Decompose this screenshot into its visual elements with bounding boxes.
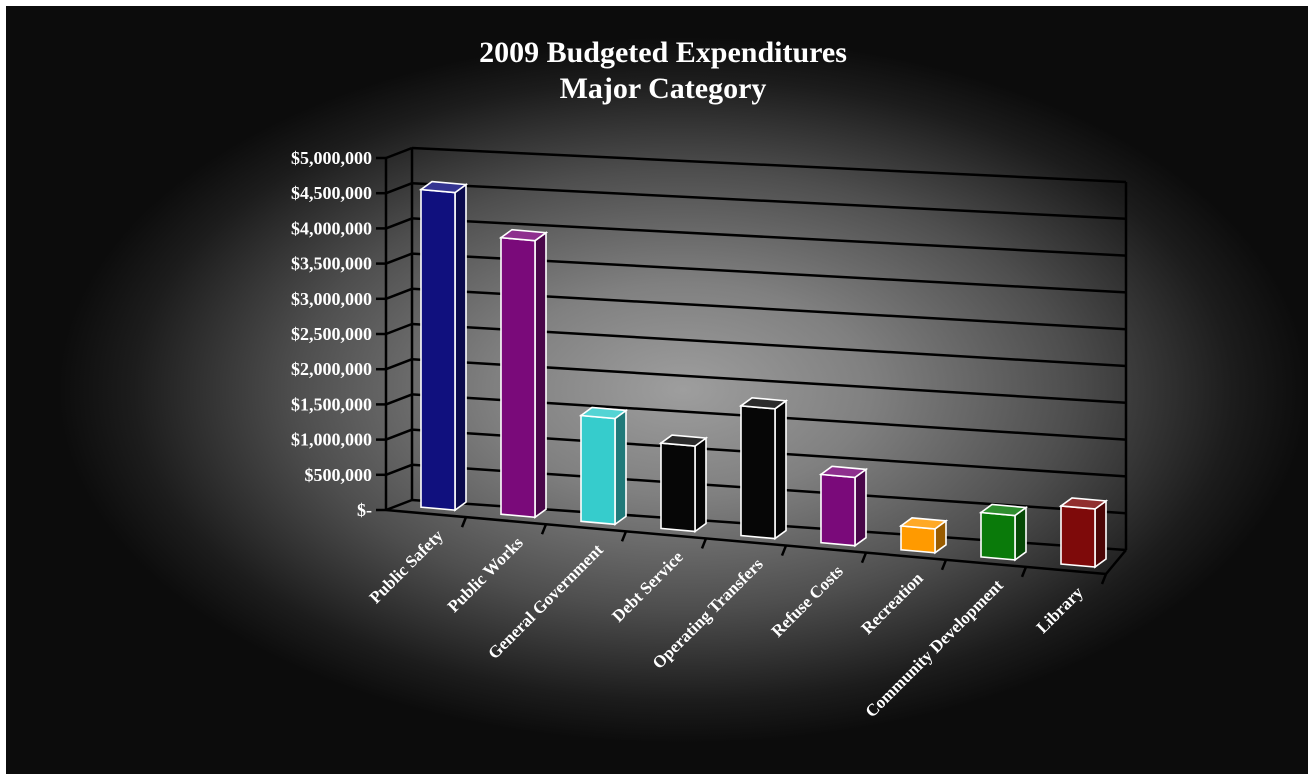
bar-side — [694, 436, 707, 534]
bar-top — [498, 228, 549, 242]
x-tick — [1020, 566, 1028, 578]
bar-front — [980, 511, 1016, 561]
bar-front — [500, 236, 536, 519]
y-tick-label: $4,000,000 — [291, 218, 372, 238]
side-wall-line — [385, 322, 413, 336]
bar-top — [1058, 497, 1109, 510]
bar-top — [418, 180, 469, 194]
gridline — [411, 146, 1127, 184]
bar-front — [420, 188, 456, 512]
bar-side — [454, 183, 467, 512]
bar-side — [534, 231, 547, 519]
y-tick-label: $500,000 — [305, 465, 373, 485]
x-tick — [620, 530, 628, 542]
bar — [1058, 497, 1109, 569]
x-tick — [700, 537, 708, 549]
x-axis-line — [385, 508, 1107, 576]
bar — [898, 517, 949, 555]
x-tick — [860, 552, 868, 564]
bar — [578, 406, 629, 526]
side-wall-line — [385, 393, 413, 406]
y-tick-label: $2,500,000 — [291, 324, 372, 344]
bar-front — [820, 473, 856, 547]
y-tick-label: $3,500,000 — [291, 254, 372, 274]
floor-right-edge — [1105, 549, 1127, 575]
y-axis-ticks: $- $500,000 $1,000,000 $1,500,000 $2,000,000… — [291, 148, 386, 520]
bar-front — [740, 404, 776, 540]
bar-front — [900, 525, 936, 554]
x-tick — [780, 545, 788, 557]
bar-front — [580, 414, 616, 526]
x-tick — [540, 523, 548, 535]
side-wall-line — [385, 287, 413, 300]
side-wall-line — [385, 182, 413, 195]
y-tick-label: $3,000,000 — [291, 289, 372, 309]
x-tick-label: Recreation — [858, 568, 928, 638]
x-tick-label: Refuse Costs — [768, 561, 847, 640]
x-tick — [1100, 573, 1108, 585]
bar-top — [978, 503, 1029, 517]
bar-top — [578, 406, 629, 420]
chart-title: 2009 Budgeted Expenditures — [479, 36, 847, 69]
y-tick-label: $2,000,000 — [291, 359, 372, 379]
bar — [818, 465, 869, 548]
bar — [498, 228, 549, 519]
bar-top — [818, 465, 869, 479]
x-tick — [940, 559, 948, 571]
x-tick-label: Debt Service — [608, 547, 687, 626]
bar-front — [1060, 505, 1096, 568]
bar-side — [774, 399, 787, 541]
gridline — [411, 181, 1127, 221]
bar-top — [658, 434, 709, 447]
chart-background: 2009 Budgeted Expenditures Major Categor… — [6, 6, 1308, 774]
y-tick-label: $4,500,000 — [291, 183, 372, 203]
bar — [418, 180, 469, 512]
y-tick-label: $5,000,000 — [291, 148, 372, 168]
x-tick-label: Public Works — [444, 533, 527, 616]
bar-side — [614, 408, 627, 526]
x-tick-label: Public Safety — [366, 526, 448, 608]
side-wall-line — [385, 146, 413, 160]
y-tick-label: $1,000,000 — [291, 430, 372, 450]
y-tick-label: $- — [357, 500, 372, 520]
y-tick-label: $1,500,000 — [291, 394, 372, 414]
side-wall-line — [385, 498, 413, 512]
side-wall-line — [385, 463, 413, 476]
x-tick — [460, 516, 468, 528]
bar-chart: 2009 Budgeted Expenditures Major Categor… — [291, 36, 1128, 721]
gridline — [411, 217, 1127, 257]
bar-front — [660, 442, 696, 533]
bar — [658, 434, 709, 534]
bar-top — [738, 396, 789, 410]
bar-side — [1094, 499, 1107, 569]
chart-subtitle: Major Category — [560, 72, 767, 105]
x-tick-label: Library — [1033, 583, 1088, 638]
bar — [738, 396, 789, 541]
bar-top — [898, 517, 949, 530]
bar — [978, 503, 1029, 562]
bars — [418, 180, 1109, 569]
bar-side — [854, 467, 867, 548]
side-wall-line — [385, 428, 413, 441]
side-wall-line — [385, 358, 413, 371]
side-wall-line — [385, 252, 413, 265]
bar-side — [1014, 505, 1027, 562]
side-wall-line — [385, 217, 413, 230]
